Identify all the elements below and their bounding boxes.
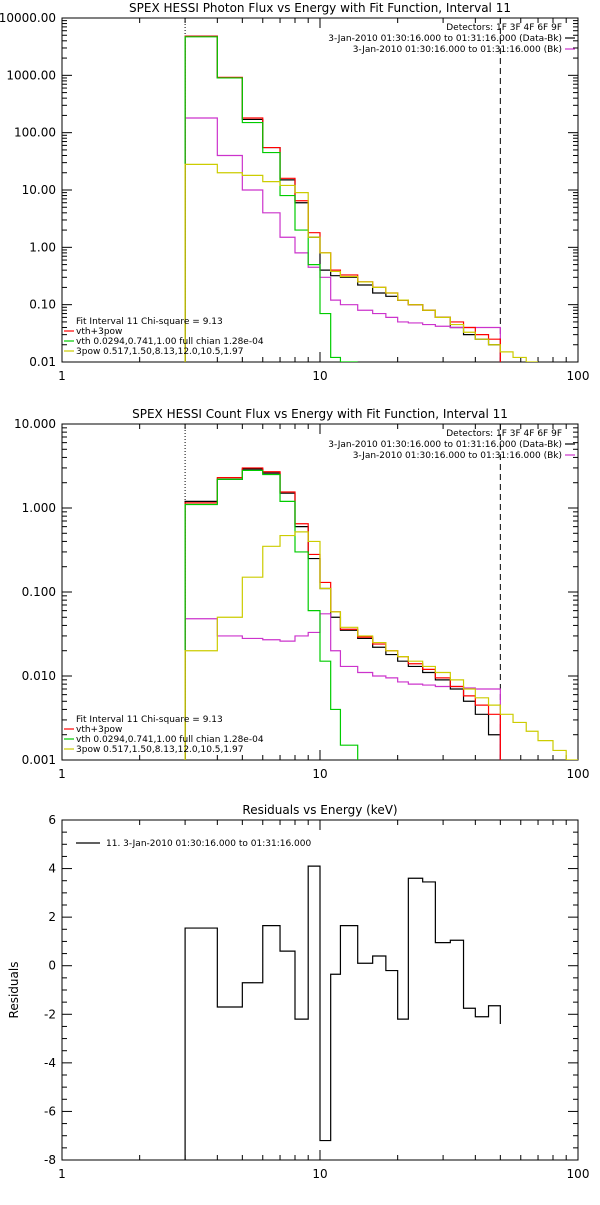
annotation-line: Detectors: 1F 3F 4F 6F 9F [446, 23, 562, 33]
legend-entry: vth+3pow [76, 725, 122, 735]
annotation-line: 3-Jan-2010 01:30:16.000 to 01:31:16.000 … [353, 451, 562, 461]
chart-panel-2: SPEX HESSI Count Flux vs Energy with Fit… [14, 407, 589, 781]
annotation-line: 3-Jan-2010 01:30:16.000 to 01:31:16.000 … [353, 45, 562, 55]
y-tick-label: 1000.00 [6, 68, 56, 82]
legend-entry: vth 0.0294,0.741,1.00 full chian 1.28e-0… [76, 735, 264, 745]
legend-entry: 11. 3-Jan-2010 01:30:16.000 to 01:31:16.… [106, 839, 311, 849]
chart-title: SPEX HESSI Photon Flux vs Energy with Fi… [129, 1, 511, 15]
series-line-3 [184, 467, 501, 760]
legend-entry: vth+3pow [76, 327, 122, 337]
chart-panel-3: Residuals vs Energy (keV) 1 10 100 -8 -6 -4 -2 0… [7, 803, 589, 1181]
y-tick-label: 0.001 [22, 753, 56, 767]
y-tick-label: 10000.00 [0, 11, 56, 25]
legend-entry: 3pow 0.517,1.50,8.13,12.0,10.5,1.97 [76, 745, 243, 755]
legend-entry: Fit Interval 11 Chi-square = 9.13 [76, 715, 223, 725]
series-line-1 [184, 468, 501, 760]
y-tick-label: 0.10 [29, 298, 56, 312]
y-tick-label: 0.010 [22, 669, 56, 683]
chart-title: Residuals vs Energy (keV) [242, 803, 397, 817]
y-axis-label: Residuals [7, 962, 21, 1019]
series-line-1 [184, 865, 501, 1160]
x-tick-label: 10 [312, 767, 327, 781]
annotation-line: Detectors: 1F 3F 4F 6F 9F [446, 429, 562, 439]
y-tick-label: -4 [44, 1056, 56, 1070]
y-tick-label: 10.00 [22, 183, 56, 197]
y-tick-label: -6 [44, 1104, 56, 1118]
series-line-4 [184, 469, 359, 760]
y-tick-label: 100.00 [14, 126, 56, 140]
y-tick-label: -8 [44, 1153, 56, 1167]
x-tick-label: 1 [58, 369, 66, 383]
x-tick-label: 10 [312, 369, 327, 383]
y-tick-label: 0 [48, 959, 56, 973]
series-line-5 [184, 163, 539, 362]
y-tick-label: 4 [48, 862, 56, 876]
x-tick-label: 1 [58, 767, 66, 781]
y-tick-label: 10.000 [14, 417, 56, 431]
y-tick-label: 1.000 [22, 501, 56, 515]
y-tick-label: 6 [48, 813, 56, 827]
series-line-3 [184, 35, 501, 362]
legend-entry: 3pow 0.517,1.50,8.13,12.0,10.5,1.97 [76, 347, 243, 357]
y-tick-label: -2 [44, 1007, 56, 1021]
series-line-2 [184, 117, 501, 362]
series-line-5 [184, 531, 578, 760]
annotation-line: 3-Jan-2010 01:30:16.000 to 01:31:16.000 … [328, 440, 562, 450]
x-tick-label: 100 [567, 767, 590, 781]
x-tick-label: 100 [567, 1167, 590, 1181]
y-tick-label: 1.00 [29, 240, 56, 254]
series-line-1 [184, 35, 501, 362]
y-tick-label: 0.100 [22, 585, 56, 599]
series-group [184, 35, 539, 362]
x-tick-label: 10 [312, 1167, 327, 1181]
annotation-line: 3-Jan-2010 01:30:16.000 to 01:31:16.000 … [328, 34, 562, 44]
legend-entry: vth 0.0294,0.741,1.00 full chian 1.28e-0… [76, 337, 264, 347]
y-tick-label: 0.01 [29, 355, 56, 369]
series-line-4 [184, 36, 358, 362]
series-group [184, 467, 578, 760]
x-tick-label: 100 [567, 369, 590, 383]
x-tick-label: 1 [58, 1167, 66, 1181]
y-tick-label: 2 [48, 910, 56, 924]
chart-panel-1: SPEX HESSI Photon Flux vs Energy with Fi… [0, 1, 589, 383]
series-group [184, 865, 501, 1160]
chart-title: SPEX HESSI Count Flux vs Energy with Fit… [132, 407, 508, 421]
legend-entry: Fit Interval 11 Chi-square = 9.13 [76, 317, 223, 327]
